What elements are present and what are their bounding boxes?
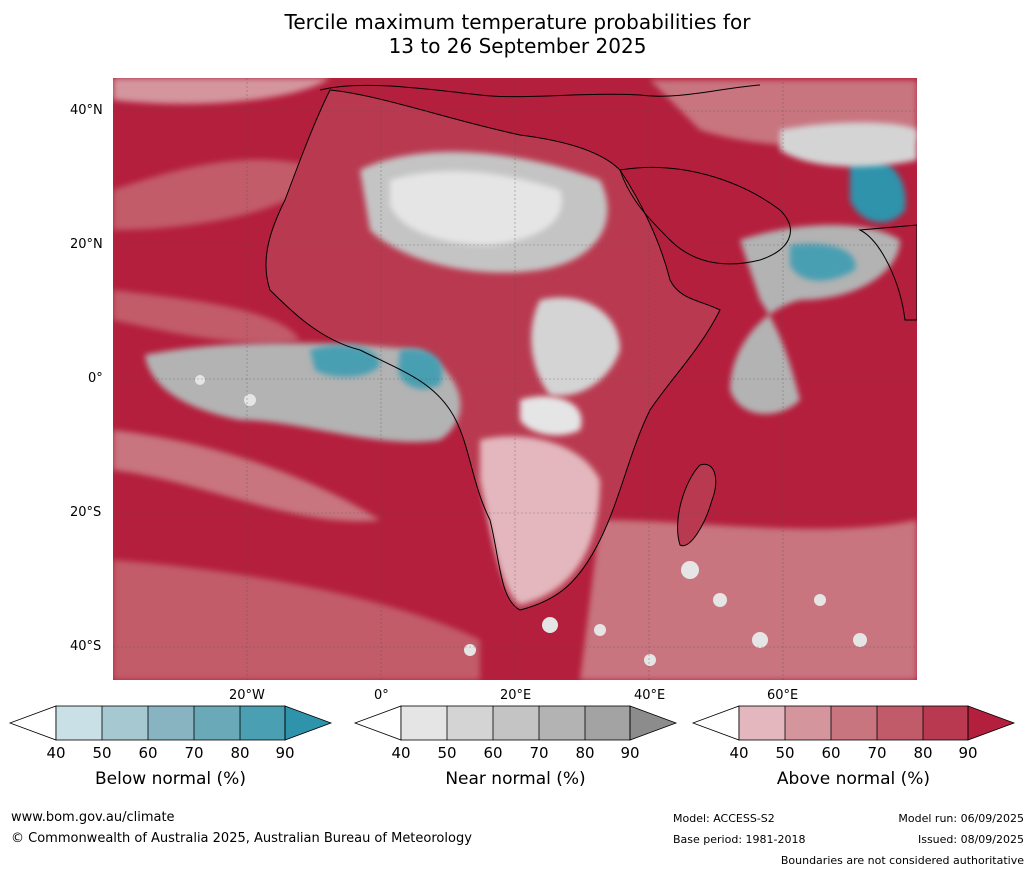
website-link[interactable]: www.bom.gov.au/climate — [11, 810, 175, 825]
lat-label-40n: 40°N — [70, 103, 103, 118]
lon-label-40e: 40°E — [634, 688, 666, 703]
below-normal-patch-northeast — [850, 157, 906, 223]
model-run-date: Model run: 06/09/2025 — [898, 812, 1024, 825]
above-tick-50: 50 — [775, 744, 795, 762]
lat-label-equator: 0° — [88, 371, 103, 386]
lon-label-0: 0° — [374, 688, 389, 703]
indian-ocean-near-normal-region — [730, 225, 900, 414]
above-tick-80: 80 — [913, 744, 933, 762]
issued-date: Issued: 08/09/2025 — [917, 833, 1024, 846]
europe-coastline — [319, 84, 761, 98]
near-tick-70: 70 — [529, 744, 549, 762]
above-tick-60: 60 — [821, 744, 841, 762]
above-normal-label: Above normal (%) — [776, 769, 931, 789]
africa-coastline — [265, 89, 721, 611]
lat-label-40s: 40°S — [70, 639, 102, 654]
lon-label-20e: 20°E — [500, 688, 532, 703]
southern-africa-region — [480, 436, 600, 605]
near-tick-90: 90 — [620, 744, 640, 762]
map-title-line-1: Tercile maximum temperature probabilitie… — [284, 10, 751, 34]
near-tick-80: 80 — [575, 744, 595, 762]
copyright-text: © Commonwealth of Australia 2025, Austra… — [11, 831, 472, 846]
lat-label-20n: 20°N — [70, 237, 103, 252]
above-tick-70: 70 — [867, 744, 887, 762]
near-normal-label: Near normal (%) — [445, 769, 586, 789]
lon-label-20w: 20°W — [229, 688, 265, 703]
below-tick-60: 60 — [138, 744, 158, 762]
india-coastline — [858, 224, 917, 321]
below-tick-70: 70 — [184, 744, 204, 762]
atlantic-near-normal-band — [145, 343, 461, 443]
base-period: Base period: 1981-2018 — [673, 833, 806, 846]
map-field — [113, 78, 917, 680]
map-title-line-2: 13 to 26 September 2025 — [388, 34, 647, 58]
model-name: Model: ACCESS-S2 — [673, 812, 775, 825]
above-tick-90: 90 — [958, 744, 978, 762]
below-normal-label: Below normal (%) — [95, 769, 246, 789]
near-tick-50: 50 — [437, 744, 457, 762]
colorbar-below-normal — [8, 705, 333, 741]
graticule — [113, 78, 917, 680]
colorbar-near-normal — [353, 705, 678, 741]
below-tick-50: 50 — [92, 744, 112, 762]
below-tick-90: 90 — [275, 744, 295, 762]
field-bands — [113, 78, 917, 680]
arabia-coastline — [619, 166, 791, 265]
lon-label-60e: 60°E — [767, 688, 799, 703]
near-tick-40: 40 — [391, 744, 411, 762]
near-tick-60: 60 — [483, 744, 503, 762]
boundary-disclaimer: Boundaries are not considered authoritat… — [780, 854, 1024, 867]
madagascar-outline — [677, 463, 717, 547]
above-tick-40: 40 — [729, 744, 749, 762]
below-tick-40: 40 — [46, 744, 66, 762]
below-normal-patch-west — [310, 345, 380, 377]
colorbar-above-normal — [691, 705, 1016, 741]
lat-label-20s: 20°S — [70, 505, 102, 520]
below-tick-80: 80 — [230, 744, 250, 762]
